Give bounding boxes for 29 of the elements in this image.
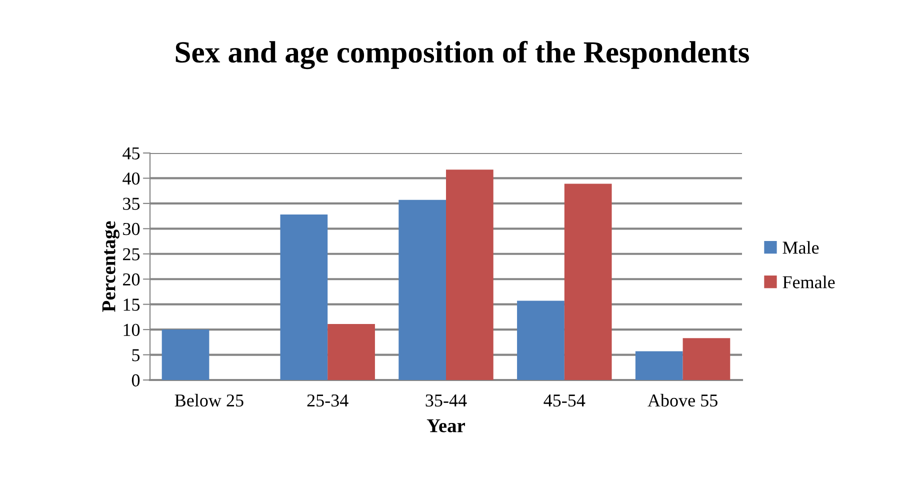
legend-label: Female xyxy=(782,276,835,288)
y-tick-label: 15 xyxy=(124,298,140,311)
y-tick-label: 5 xyxy=(132,349,140,362)
y-tick-label: 0 xyxy=(132,374,140,386)
chart-title: Sex and age composition of the Respondents xyxy=(176,40,750,70)
x-tick-label: 35-44 xyxy=(426,394,467,407)
x-axis-title: Year xyxy=(426,419,466,432)
bar xyxy=(446,170,494,380)
y-tick-label: 40 xyxy=(122,172,140,185)
legend-label: Male xyxy=(782,241,819,254)
y-tick-label: 45 xyxy=(122,147,140,160)
bar xyxy=(328,324,375,380)
y-tick-label: 25 xyxy=(123,248,140,260)
bar xyxy=(162,330,210,380)
bar xyxy=(517,300,564,380)
bar xyxy=(635,351,683,380)
y-tick-label: 30 xyxy=(123,222,140,236)
y-tick-label: 10 xyxy=(124,324,140,336)
bar xyxy=(682,338,730,380)
x-tick-label: Below 25 xyxy=(174,394,244,407)
y-tick-label: 20 xyxy=(123,273,140,286)
bar xyxy=(564,184,612,380)
x-tick-label: 45-54 xyxy=(544,394,586,407)
x-tick-label: Above 55 xyxy=(648,394,718,407)
y-axis-title: Percentage xyxy=(102,221,120,312)
x-tick-label: 25-34 xyxy=(307,394,348,407)
y-tick-label: 35 xyxy=(123,198,140,210)
bar xyxy=(280,214,328,380)
bar xyxy=(398,200,446,380)
